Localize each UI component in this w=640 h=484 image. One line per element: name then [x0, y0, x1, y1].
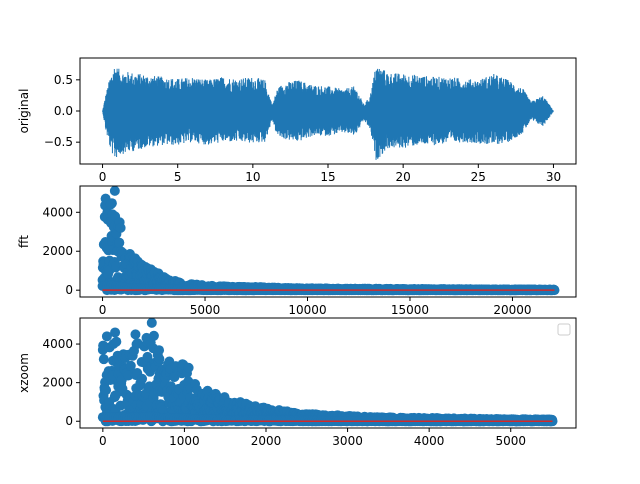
y-tick-label: 4000	[42, 337, 73, 351]
x-tick-label: 25	[471, 170, 486, 184]
peak-point	[109, 186, 120, 196]
data-point	[115, 400, 126, 411]
plot-area	[102, 68, 554, 160]
subplot-3: 0 1000 2000 3000 4000 5000 0 2000 4000 xzoom	[17, 317, 577, 448]
peak-point	[105, 199, 116, 210]
x-tick-label: 30	[546, 170, 561, 184]
data-point	[125, 360, 136, 371]
data-point	[183, 362, 194, 373]
series-points	[97, 318, 558, 427]
y-tick-label: 4000	[42, 205, 73, 219]
plot-area	[97, 186, 560, 296]
x-tick-label: 5000	[495, 434, 526, 448]
series-line	[102, 68, 554, 160]
subplot-1: 0 5 10 15 20 25 30 0.5 0.0 −0.5 original	[17, 57, 577, 184]
x-tick-label: 0	[99, 170, 107, 184]
peak-point	[130, 329, 141, 340]
data-point	[142, 351, 153, 362]
y-axis-label: original	[17, 89, 31, 134]
x-tick-label: 0	[99, 434, 107, 448]
data-point	[101, 385, 112, 396]
y-tick-label: 0	[65, 283, 73, 297]
x-tick-label: 10000	[288, 303, 326, 317]
y-tick-label: −0.5	[44, 135, 73, 149]
x-tick-label: 3000	[332, 434, 363, 448]
x-tick-label: 1000	[169, 434, 200, 448]
data-point	[154, 353, 165, 364]
x-tick-label: 15	[320, 170, 335, 184]
peak-point	[101, 331, 112, 342]
legend-box	[557, 323, 571, 336]
peak-point	[110, 327, 121, 338]
x-tick-label: 5	[174, 170, 182, 184]
data-point	[114, 237, 125, 248]
y-axis-label: fft	[17, 235, 31, 248]
x-tick-label: 5000	[190, 303, 221, 317]
x-tick-label: 10	[245, 170, 260, 184]
x-tick-label: 20	[396, 170, 411, 184]
x-tick-label: 4000	[414, 434, 445, 448]
data-point	[115, 222, 126, 233]
subplot-2: 0 5000 10000 15000 20000 0 2000 4000 fft	[17, 185, 577, 317]
data-point	[98, 354, 109, 365]
y-tick-label: 0.0	[54, 104, 73, 118]
y-tick-label: 2000	[42, 376, 73, 390]
x-tick-label: 2000	[251, 434, 282, 448]
y-tick-label: 0	[65, 414, 73, 428]
y-axis-label: xzoom	[17, 353, 31, 393]
x-tick-label: 15000	[391, 303, 429, 317]
data-point	[547, 416, 558, 427]
data-point	[111, 336, 122, 347]
peak-point	[146, 318, 157, 328]
data-point	[137, 373, 148, 384]
data-point	[148, 330, 159, 341]
y-tick-label: 0.5	[54, 73, 73, 87]
data-point	[549, 285, 560, 296]
y-tick-label: 2000	[42, 244, 73, 258]
axes-frame	[79, 317, 577, 429]
data-point	[154, 345, 165, 356]
x-tick-label: 20000	[493, 303, 531, 317]
x-tick-label: 0	[99, 303, 107, 317]
series-points	[97, 186, 560, 296]
plot-area	[97, 318, 558, 427]
axes-frame	[79, 185, 577, 298]
